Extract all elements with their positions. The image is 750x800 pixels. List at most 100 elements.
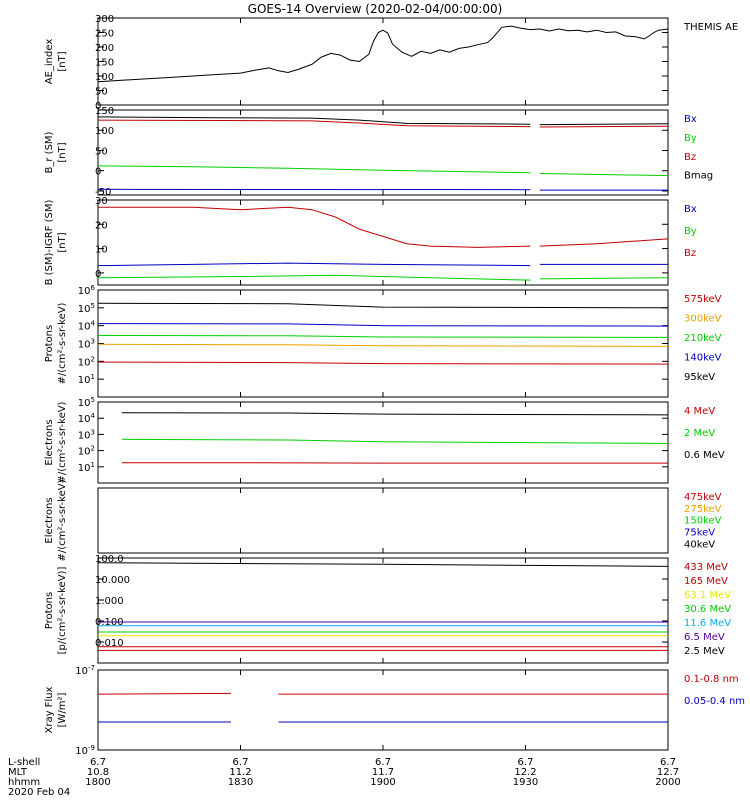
y-tick-label: 104	[78, 320, 96, 333]
y-tick-label: 30	[95, 196, 108, 207]
panel-frame	[97, 669, 669, 751]
y-tick-label: 200	[95, 43, 114, 54]
panel-4: 101 102 103 104 105 106 Protons #/(cm²-s-sr-keV…	[44, 284, 722, 398]
series-line	[121, 412, 669, 416]
series-line	[97, 302, 669, 309]
legend-entry: Bz	[684, 248, 696, 259]
panel-frame	[97, 109, 669, 196]
y-tick-label: 101	[78, 461, 95, 474]
footer-lshell: 6.7	[518, 757, 534, 768]
legend-entry: 95keV	[684, 372, 715, 383]
series-line	[97, 188, 668, 191]
series-line	[97, 25, 669, 83]
y-axis-label: [nT]	[57, 142, 68, 162]
footer-hhmm: 1930	[513, 777, 538, 788]
panel-3: 0 10 20 30 B (SM)-IGRF (SM) [nT] Bx By Bz	[44, 196, 697, 286]
footer-hhmm: 1900	[370, 777, 395, 788]
y-axis-label: #/(cm²-s-sr-keV)	[57, 401, 68, 483]
y-tick-label: 10-9	[75, 744, 95, 757]
panel-frame	[97, 289, 669, 398]
series-line	[97, 274, 669, 281]
y-axis-label: [nT]	[57, 51, 68, 71]
footer-lshell: 6.7	[375, 757, 391, 768]
legend-entry: 0.6 MeV	[684, 450, 725, 461]
y-tick-label: 100	[95, 72, 114, 83]
legend-entry: 300keV	[684, 313, 722, 324]
series-line	[98, 206, 669, 248]
legend-entry: 4 MeV	[684, 406, 715, 417]
legend-entry: 40keV	[684, 539, 715, 550]
y-tick-label: 150	[95, 106, 114, 117]
panel-frame	[97, 557, 669, 664]
y-tick-label: 105	[78, 302, 95, 315]
panel-2: -50 0 50 100 150 B_r (SM) [nT] Bx By Bz Bmag	[44, 106, 713, 198]
y-axis-label: Electrons	[44, 497, 55, 543]
legend-entry: 11.6 MeV	[684, 618, 731, 629]
footer-mlt: 11.2	[229, 767, 251, 778]
y-tick-label: 150	[95, 58, 114, 69]
legend-entry: 210keV	[684, 333, 722, 344]
y-axis-label: #/(cm²-s-sr-keV)	[57, 479, 68, 561]
series-line	[97, 562, 669, 567]
y-tick-label: 50	[95, 146, 108, 157]
y-tick-label: 0	[95, 101, 101, 112]
y-tick-label: 10.000	[95, 575, 130, 586]
y-tick-label: 102	[78, 445, 95, 458]
footer-hhmm: 1800	[85, 777, 110, 788]
y-tick-label: 100	[95, 126, 114, 137]
series-line	[121, 438, 669, 444]
y-axis-label: #/(cm²-s-sr-keV)	[57, 302, 68, 384]
y-axis-label: AE_index	[44, 39, 55, 85]
y-axis-label: Protons	[44, 592, 55, 629]
series-line	[97, 165, 669, 177]
y-tick-label: 250	[95, 29, 114, 40]
legend-entry: 165 MeV	[684, 576, 728, 587]
footer-row-label: L-shell	[8, 757, 40, 768]
y-tick-label: 10-7	[75, 664, 95, 677]
legend-entry: 6.5 MeV	[684, 632, 725, 643]
y-axis-label: [nT]	[57, 232, 68, 252]
chart-title: GOES-14 Overview (2020-02-04/00:00:00)	[248, 2, 503, 16]
y-axis-label: Protons	[44, 325, 55, 362]
y-tick-label: 105	[78, 396, 95, 409]
y-tick-label: 0.010	[95, 638, 124, 649]
legend-entry: 75keV	[684, 527, 715, 538]
y-axis-label: [W/m²]	[57, 692, 68, 727]
y-tick-label: 50	[95, 87, 108, 98]
y-axis-label: [p/(cm²-s-sr-keV)]	[57, 567, 68, 655]
y-tick-label: 104	[78, 412, 96, 425]
y-tick-label: 1.000	[95, 596, 124, 607]
legend-entry: By	[684, 133, 697, 144]
legend-entry: 0.05-0.4 nm	[684, 696, 745, 707]
legend-entry: 0.1-0.8 nm	[684, 674, 739, 685]
footer-row-label: 2020 Feb 04	[8, 787, 70, 798]
footer-lshell: 6.7	[233, 757, 249, 768]
footer-mlt: 11.7	[372, 767, 394, 778]
footer-mlt: 12.2	[514, 767, 536, 778]
legend-entry: 575keV	[684, 294, 722, 305]
y-tick-label: -50	[95, 187, 111, 198]
footer-hhmm: 2000	[655, 777, 680, 788]
y-tick-label: 300	[95, 14, 114, 25]
legend-entry: 433 MeV	[684, 562, 728, 573]
y-tick-label: 103	[78, 428, 95, 441]
legend-entry: Bx	[684, 204, 697, 215]
y-tick-label: 0	[95, 167, 101, 178]
series-line	[97, 119, 669, 128]
footer-mlt: 12.7	[657, 767, 679, 778]
legend-entry: 2.5 MeV	[684, 646, 725, 657]
footer-mlt: 10.8	[87, 767, 109, 778]
panel-1: 0 50 100 150 200 250 300 AE_index [nT] THEMIS AE	[44, 14, 738, 112]
y-tick-label: 20	[95, 220, 108, 231]
y-tick-label: 0	[95, 269, 101, 280]
y-tick-label: 100.0	[95, 554, 124, 565]
series-line	[97, 323, 669, 327]
legend-entry: 140keV	[684, 352, 722, 363]
legend-entry: 275keV	[684, 504, 722, 515]
y-tick-label: 101	[78, 373, 95, 386]
y-tick-label: 103	[78, 338, 95, 351]
panel-6: Electrons #/(cm²-s-sr-keV) 475keV275keV150…	[44, 479, 722, 561]
panel-frame	[97, 199, 669, 286]
panel-5: 101 102 103 104 105 Electrons #/(cm²-s-sr-keV)…	[44, 396, 725, 484]
